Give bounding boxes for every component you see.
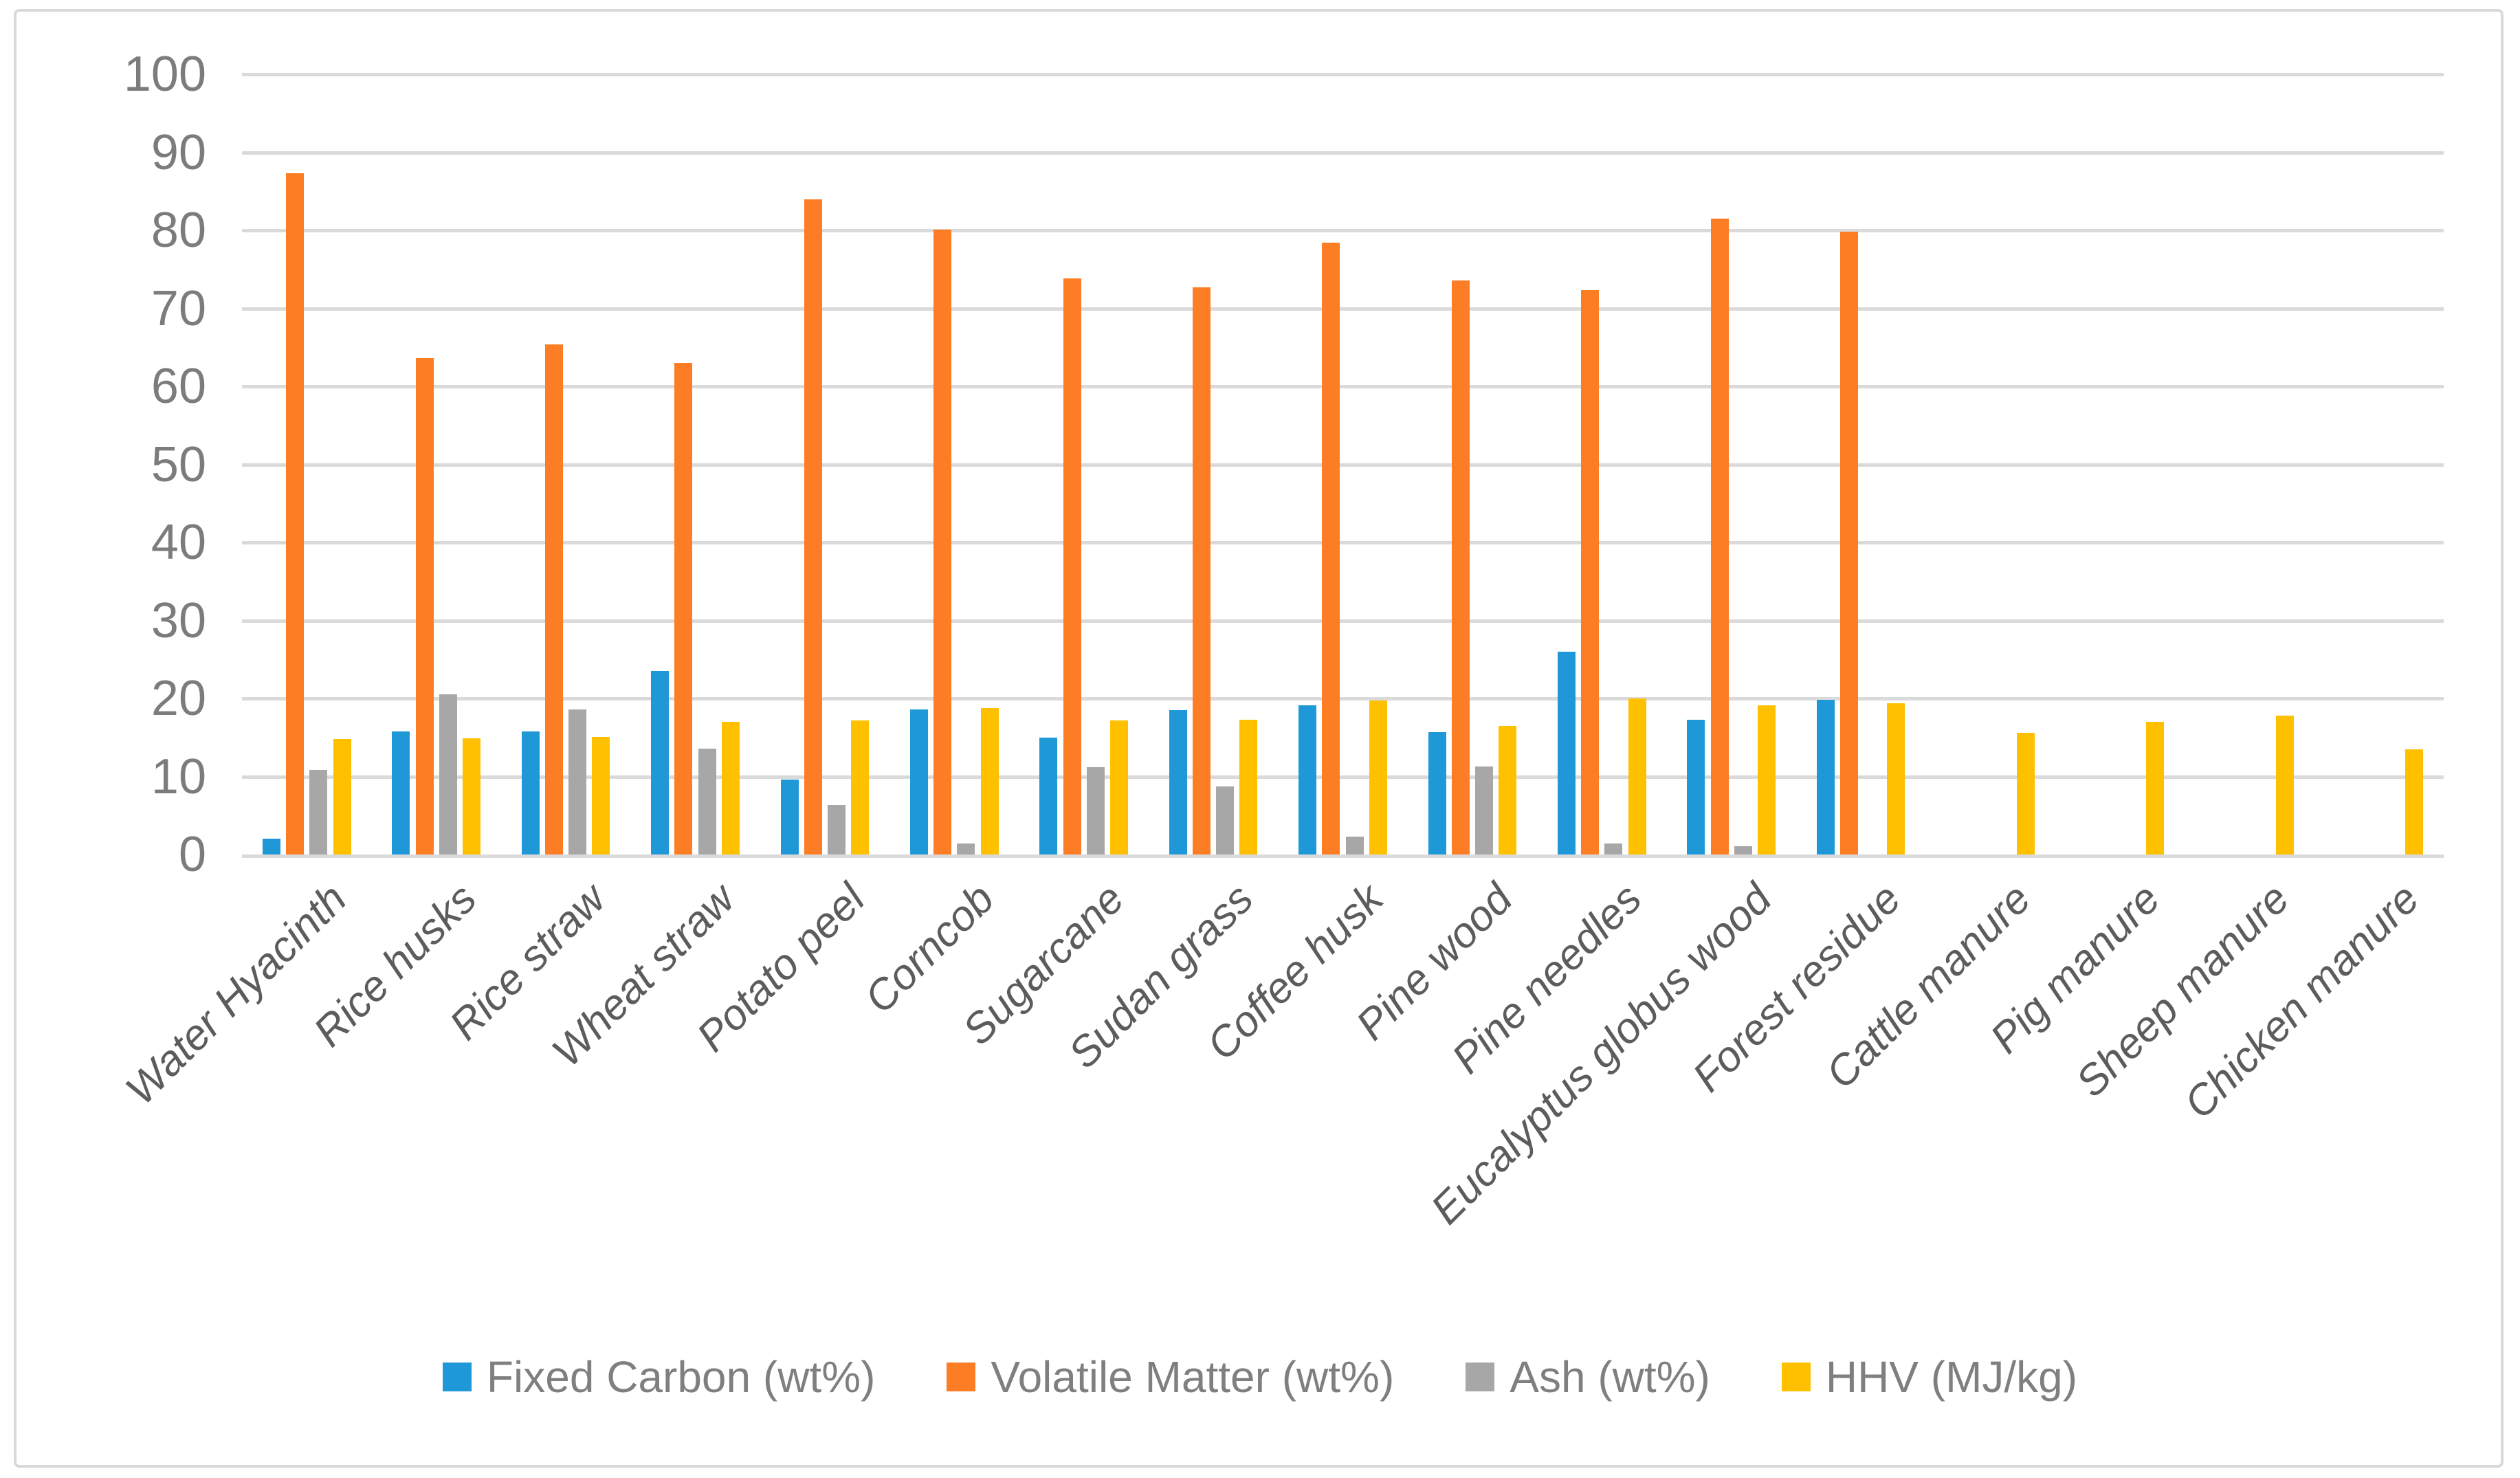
bar-volatile-matter-wt-forest-residue xyxy=(1840,232,1859,854)
chart-border xyxy=(14,9,2504,1468)
bar-ash-wt-corncob xyxy=(957,843,975,854)
y-tick-label-0: 0 xyxy=(178,827,206,882)
y-tick-label-30: 30 xyxy=(151,593,206,648)
gridline-y-40 xyxy=(242,541,2444,544)
bar-volatile-matter-wt-sudan-grass xyxy=(1192,287,1211,854)
bar-hhv-mj-kg-rice-straw xyxy=(592,736,610,854)
bar-fixed-carbon-wt-potato-peel xyxy=(780,780,799,854)
bar-volatile-matter-wt-rice-husks xyxy=(415,358,434,854)
legend-label: Ash (wt%) xyxy=(1510,1352,1710,1402)
bar-volatile-matter-wt-wheat-straw xyxy=(674,362,693,854)
bar-volatile-matter-wt-rice-straw xyxy=(544,344,563,854)
bar-fixed-carbon-wt-corncob xyxy=(909,709,928,854)
gridline-y-60 xyxy=(242,385,2444,388)
legend-marker-icon xyxy=(1466,1363,1495,1391)
bar-fixed-carbon-wt-sugarcane xyxy=(1039,737,1058,854)
y-tick-label-80: 80 xyxy=(151,203,206,258)
bar-hhv-mj-kg-eucalyptus-globus-wood xyxy=(1758,705,1776,854)
gridline-y-90 xyxy=(242,151,2444,155)
bar-volatile-matter-wt-pine-wood xyxy=(1451,280,1470,854)
bar-hhv-mj-kg-rice-husks xyxy=(462,738,480,854)
bar-volatile-matter-wt-potato-peel xyxy=(804,199,822,854)
legend-item-hhv-mj-kg: HHV (MJ/kg) xyxy=(1781,1352,2078,1402)
bar-ash-wt-pine-wood xyxy=(1475,766,1493,854)
y-tick-label-50: 50 xyxy=(151,437,206,492)
gridline-y-50 xyxy=(242,463,2444,467)
y-tick-label-90: 90 xyxy=(151,124,206,180)
legend-marker-icon xyxy=(947,1363,976,1391)
gridline-y-70 xyxy=(242,307,2444,311)
bar-volatile-matter-wt-sugarcane xyxy=(1063,278,1081,854)
y-tick-label-20: 20 xyxy=(151,671,206,726)
bar-volatile-matter-wt-eucalyptus-globus-wood xyxy=(1710,218,1729,854)
legend-marker-icon xyxy=(442,1363,472,1391)
bar-volatile-matter-wt-coffee-husk xyxy=(1322,243,1340,854)
bar-ash-wt-potato-peel xyxy=(827,805,845,854)
bar-ash-wt-water-hyacinth xyxy=(309,770,328,854)
bar-ash-wt-sugarcane xyxy=(1086,766,1105,854)
y-tick-label-70: 70 xyxy=(151,280,206,336)
legend-item-fixed-carbon-wt: Fixed Carbon (wt%) xyxy=(442,1352,876,1402)
bar-hhv-mj-kg-cattle-manure xyxy=(2016,732,2035,854)
gridline-y-80 xyxy=(242,229,2444,232)
bar-hhv-mj-kg-corncob xyxy=(980,707,999,854)
legend-item-volatile-matter-wt: Volatile Matter (wt%) xyxy=(947,1355,1394,1399)
bar-fixed-carbon-wt-forest-residue xyxy=(1816,700,1835,854)
bar-fixed-carbon-wt-pine-needles xyxy=(1558,651,1576,854)
bar-hhv-mj-kg-sugarcane xyxy=(1109,720,1128,854)
legend-label: Volatile Matter (wt%) xyxy=(991,1352,1395,1402)
bar-fixed-carbon-wt-water-hyacinth xyxy=(262,839,280,854)
bar-ash-wt-pine-needles xyxy=(1604,843,1623,854)
bar-volatile-matter-wt-water-hyacinth xyxy=(286,173,305,854)
bar-hhv-mj-kg-forest-residue xyxy=(1887,703,1905,854)
legend: Fixed Carbon (wt%) Volatile Matter (wt%) A… xyxy=(0,1346,2520,1408)
y-tick-label-60: 60 xyxy=(151,359,206,414)
bar-ash-wt-rice-straw xyxy=(568,709,587,854)
y-tick-label-40: 40 xyxy=(151,515,206,570)
bar-hhv-mj-kg-pine-needles xyxy=(1628,698,1646,854)
bar-volatile-matter-wt-pine-needles xyxy=(1581,290,1600,854)
bar-ash-wt-rice-husks xyxy=(439,694,457,854)
y-tick-label-10: 10 xyxy=(151,749,206,804)
legend-marker-icon xyxy=(1781,1363,1811,1391)
bar-hhv-mj-kg-chicken-manure xyxy=(2405,749,2424,854)
bar-volatile-matter-wt-corncob xyxy=(933,229,952,854)
bar-fixed-carbon-wt-coffee-husk xyxy=(1298,705,1317,854)
gridline-y-30 xyxy=(242,619,2444,623)
bar-hhv-mj-kg-potato-peel xyxy=(851,720,870,854)
bar-hhv-mj-kg-sudan-grass xyxy=(1239,719,1258,854)
bar-hhv-mj-kg-pig-manure xyxy=(2146,722,2165,854)
bar-fixed-carbon-wt-sudan-grass xyxy=(1169,710,1187,854)
gridline-y-20 xyxy=(242,697,2444,701)
bar-fixed-carbon-wt-rice-straw xyxy=(521,731,540,854)
bar-ash-wt-eucalyptus-globus-wood xyxy=(1734,846,1752,854)
bar-hhv-mj-kg-sheep-manure xyxy=(2275,715,2294,854)
bar-ash-wt-coffee-husk xyxy=(1345,836,1364,854)
gridline-y-0 xyxy=(242,854,2444,858)
bar-hhv-mj-kg-water-hyacinth xyxy=(333,739,351,854)
bar-ash-wt-sudan-grass xyxy=(1216,786,1235,854)
bar-fixed-carbon-wt-pine-wood xyxy=(1428,731,1446,854)
bar-ash-wt-wheat-straw xyxy=(698,748,716,854)
bar-fixed-carbon-wt-wheat-straw xyxy=(651,671,670,854)
legend-label: HHV (MJ/kg) xyxy=(1825,1352,2078,1402)
bar-fixed-carbon-wt-rice-husks xyxy=(392,731,410,854)
bar-fixed-carbon-wt-eucalyptus-globus-wood xyxy=(1687,719,1705,854)
legend-item-ash-wt: Ash (wt%) xyxy=(1466,1355,1710,1399)
bar-hhv-mj-kg-wheat-straw xyxy=(721,722,740,854)
gridline-y-100 xyxy=(242,73,2444,76)
legend-label: Fixed Carbon (wt%) xyxy=(486,1352,876,1402)
y-tick-label-100: 100 xyxy=(123,47,206,102)
bar-hhv-mj-kg-coffee-husk xyxy=(1369,701,1387,854)
gridline-y-10 xyxy=(242,775,2444,779)
bar-hhv-mj-kg-pine-wood xyxy=(1499,725,1517,854)
